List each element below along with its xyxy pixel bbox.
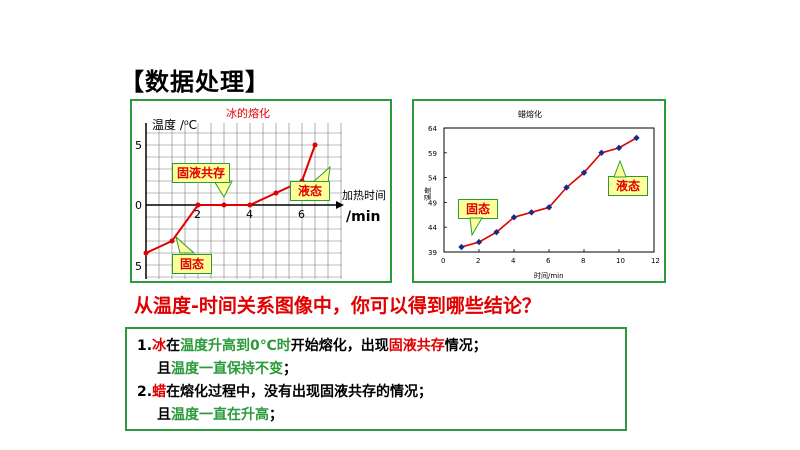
ice-melting-chart-panel: 冰的熔化 温度 /⁰C 加热时间 /min 5 0 5 2 4 6 固液共存 液…: [130, 99, 392, 283]
ice-y-tick-label: 5: [135, 139, 142, 152]
wax-x-tick-label: 2: [476, 257, 480, 265]
conclusion-1-text: 在: [166, 338, 181, 354]
conclusion-1-condition: 温度升高到0℃时: [180, 338, 291, 354]
question-text: 从温度-时间关系图像中，你可以得到哪些结论？: [134, 295, 541, 317]
conclusion-2-subject: 蜡: [152, 384, 167, 400]
ice-data-point: [247, 202, 253, 208]
ice-chart-title: 冰的熔化: [226, 106, 270, 120]
ice-data-point: [221, 202, 227, 208]
conclusion-2-line-2: 且温度一直在升高；: [137, 404, 615, 427]
wax-x-tick-label: 10: [616, 257, 625, 265]
ice-data-point: [195, 202, 201, 208]
conclusion-1-prefix: 且: [157, 361, 171, 377]
wax-callout-liquid: 液态: [608, 176, 648, 196]
conclusion-2-suffix: ；: [269, 407, 283, 423]
wax-y-tick-label: 44: [428, 224, 437, 232]
wax-data-point: [563, 184, 570, 191]
ice-x-axis-label-top: 加热时间: [342, 189, 386, 202]
wax-data-point: [633, 134, 640, 142]
conclusion-1-state: 固液共存: [388, 338, 445, 354]
conclusion-2-number: 2.: [137, 384, 153, 400]
wax-data-point: [510, 214, 518, 221]
wax-x-tick-label: 0: [441, 257, 445, 265]
wax-y-tick-label: 54: [428, 175, 437, 183]
wax-data-point: [458, 243, 465, 251]
conclusion-2-line-1: 2.蜡在熔化过程中，没有出现固液共存的情况；: [137, 381, 615, 404]
conclusion-1-number: 1.: [137, 338, 153, 354]
wax-melting-chart: 蜡熔化 温度 时间/min 64 59 54 49 44 39 0 2 4 6 8 10 12: [423, 109, 660, 280]
ice-y-tick-label: 5: [135, 260, 142, 273]
wax-data-point: [598, 149, 605, 156]
ice-melting-chart: 冰的熔化 温度 /⁰C 加热时间 /min 5 0 5 2 4 6: [135, 106, 386, 279]
ice-callout-liquid: 液态: [290, 181, 330, 201]
wax-callout-solid: 固态: [458, 199, 498, 219]
ice-x-tick-label: 2: [194, 208, 201, 221]
wax-data-point: [493, 228, 500, 236]
ice-data-point: [169, 238, 175, 244]
wax-x-tick-label: 4: [511, 257, 516, 265]
wax-data-point: [475, 238, 483, 246]
conclusion-1-suffix: ；: [283, 361, 297, 377]
wax-data-point: [580, 169, 588, 176]
ice-callout-solid-pointer: [175, 235, 196, 254]
wax-y-tick-label: 39: [428, 249, 437, 257]
ice-y-tick-label: 0: [135, 199, 142, 212]
conclusion-2-text: 在熔化过程中，没有出现固液共存的情况；: [166, 384, 433, 400]
wax-y-tick-label: 64: [428, 125, 437, 133]
wax-data-point: [615, 144, 623, 152]
section-heading: 【数据处理】: [120, 68, 270, 96]
wax-y-tick-label: 59: [428, 150, 437, 158]
conclusion-2-key: 温度一直在升高: [171, 407, 269, 423]
conclusions-box: 1.冰在温度升高到0℃时开始熔化，出现固液共存情况； 且温度一直保持不变； 2.…: [125, 327, 627, 431]
conclusion-1-key: 温度一直保持不变: [171, 361, 283, 377]
conclusion-1-line-1: 1.冰在温度升高到0℃时开始熔化，出现固液共存情况；: [137, 335, 615, 358]
wax-x-axis-label: 时间/min: [534, 271, 564, 280]
conclusion-1-subject: 冰: [152, 338, 167, 354]
conclusion-1-line-2: 且温度一直保持不变；: [137, 358, 615, 381]
wax-chart-title: 蜡熔化: [518, 109, 542, 119]
ice-callout-mixed-pointer: [213, 180, 233, 199]
conclusion-1-text: 开始熔化，出现: [290, 338, 389, 354]
ice-data-point: [273, 190, 279, 196]
wax-x-tick-label: 12: [651, 257, 660, 265]
ice-data-point: [312, 142, 318, 148]
wax-data-point: [545, 204, 553, 211]
ice-x-tick-label: 6: [298, 208, 305, 221]
wax-y-axis-label: 温度: [423, 187, 432, 201]
ice-data-point: [143, 250, 149, 256]
ice-y-axis-label: 温度 /⁰C: [152, 117, 197, 132]
conclusion-2-prefix: 且: [157, 407, 171, 423]
ice-x-axis-label-unit: /min: [346, 209, 380, 225]
ice-x-tick-label: 4: [246, 208, 253, 221]
wax-data-point: [528, 209, 535, 216]
ice-x-axis-arrow: [336, 201, 344, 209]
conclusion-1-text: 情况；: [444, 338, 487, 354]
ice-callout-mixed: 固液共存: [172, 163, 230, 183]
wax-melting-chart-panel: 蜡熔化 温度 时间/min 64 59 54 49 44 39 0 2 4 6 8 10 12 固态 液…: [412, 99, 666, 283]
wax-x-tick-label: 8: [581, 257, 585, 265]
ice-callout-solid: 固态: [172, 254, 212, 274]
wax-x-tick-label: 6: [546, 257, 551, 265]
wax-y-tick-label: 49: [428, 199, 437, 207]
